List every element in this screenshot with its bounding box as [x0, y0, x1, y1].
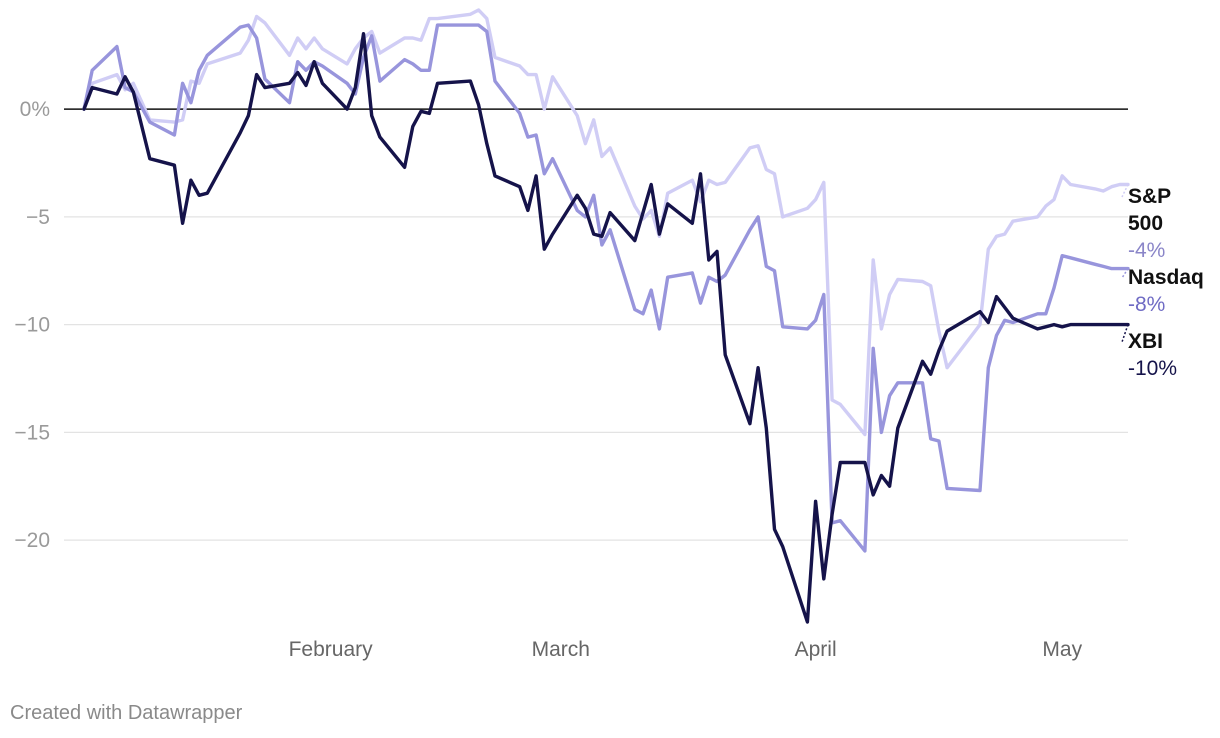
y-tick-label: −20 [14, 529, 50, 552]
series-label-xbi: XBI [1128, 330, 1163, 353]
label-connector [1121, 324, 1129, 343]
series-label-nasdaq: Nasdaq [1128, 266, 1204, 289]
grid-layer [64, 108, 1128, 541]
y-tick-label: −5 [26, 206, 50, 229]
x-tick-label: March [532, 638, 590, 661]
x-tick-label: May [1042, 638, 1082, 661]
series-value-nasdaq: -8% [1128, 293, 1165, 316]
axis-layer: 0% −5 −10 −15 −20 February March April May [14, 98, 1082, 661]
series-line-s-p-500 [82, 8, 1130, 437]
series-layer [82, 8, 1130, 624]
series-value-s-p-500: -4% [1128, 239, 1165, 262]
series-line-xbi [82, 32, 1130, 624]
line-chart: 0% −5 −10 −15 −20 February March April May S&P 50… [14, 8, 1204, 661]
series-line-nasdaq [82, 23, 1130, 553]
label-layer: S&P 500 -4% Nasdaq -8% XBI -10% [1121, 184, 1204, 380]
series-label-s-p-500: 500 [1128, 212, 1163, 235]
label-connector [1121, 268, 1129, 279]
footer-credit: Created with Datawrapper [10, 702, 243, 724]
y-tick-label: 0% [20, 98, 50, 121]
x-tick-label: April [795, 638, 837, 661]
y-tick-label: −10 [14, 314, 50, 337]
series-value-xbi: -10% [1128, 357, 1177, 380]
x-tick-label: February [289, 638, 374, 661]
series-label-s-p-500: S&P [1128, 185, 1171, 208]
y-tick-label: −15 [14, 421, 50, 444]
